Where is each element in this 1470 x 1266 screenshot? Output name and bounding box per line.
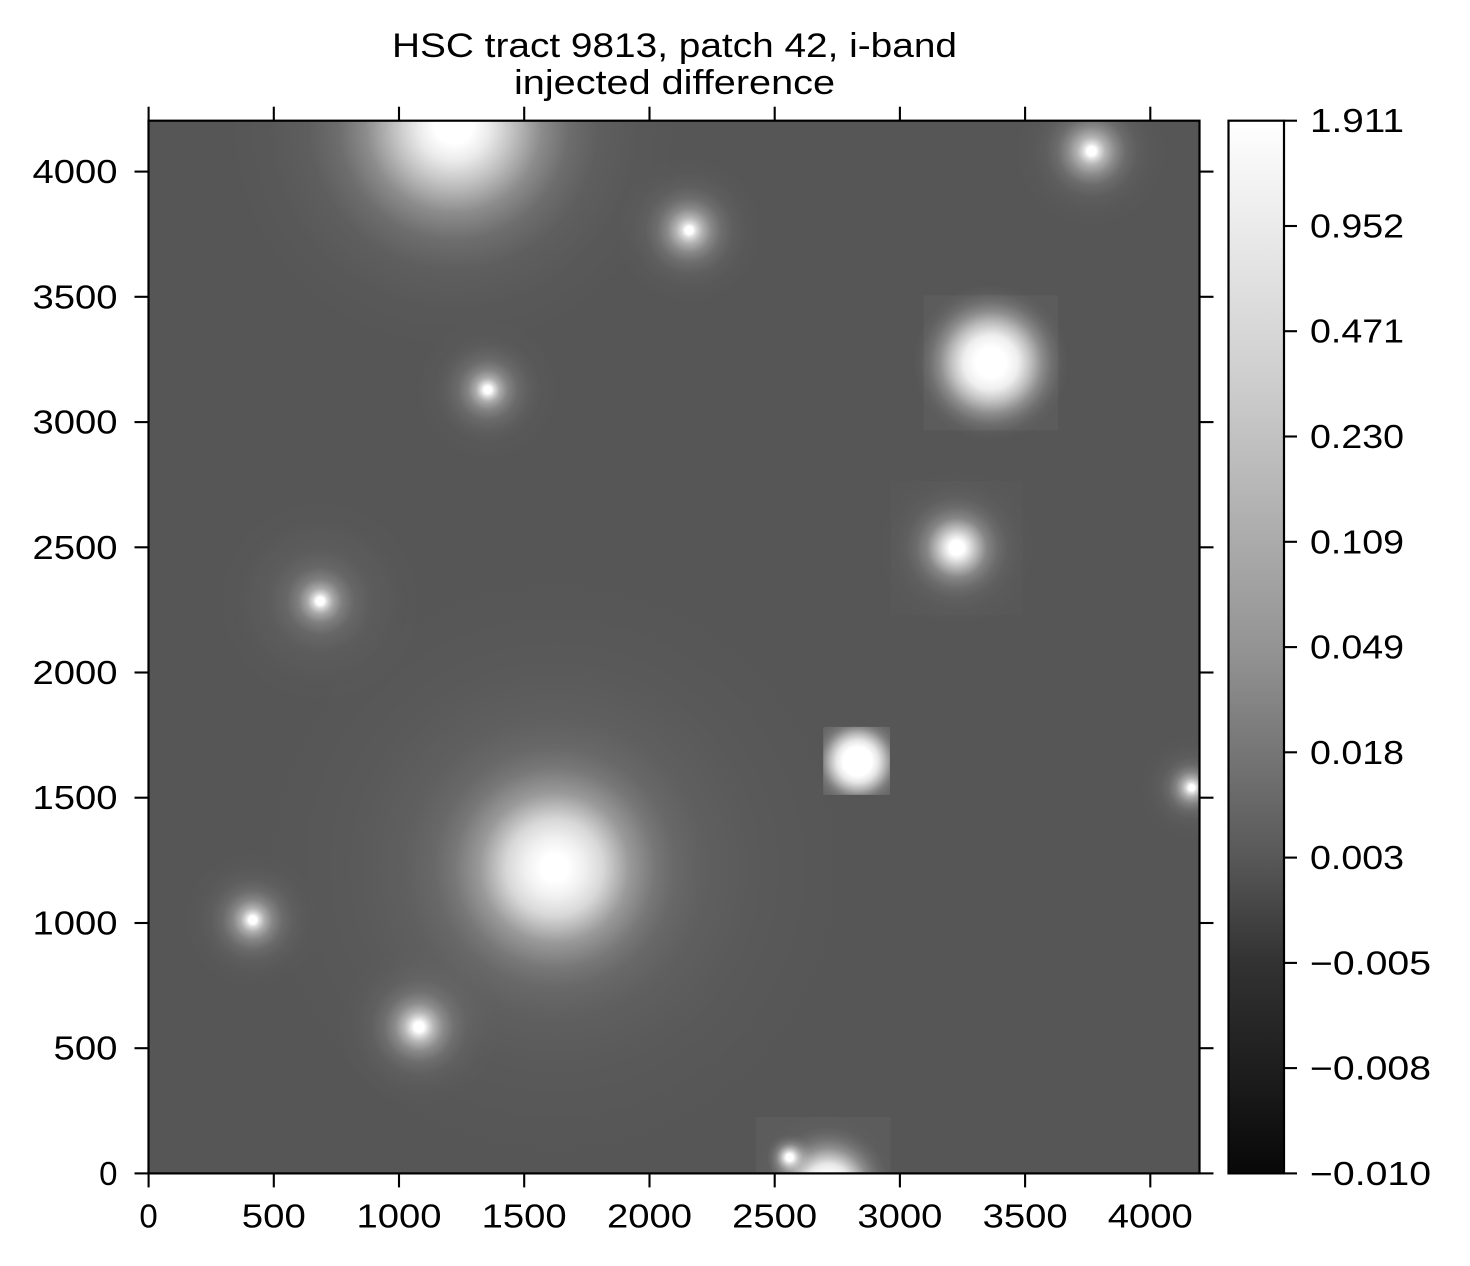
svg-text:1000: 1000: [357, 1198, 442, 1235]
svg-text:0.952: 0.952: [1310, 208, 1404, 245]
svg-text:3000: 3000: [33, 404, 118, 441]
svg-text:2500: 2500: [732, 1198, 817, 1235]
svg-text:4000: 4000: [33, 153, 118, 190]
svg-text:injected difference: injected difference: [514, 64, 835, 102]
svg-text:1000: 1000: [33, 905, 118, 942]
svg-text:0.018: 0.018: [1310, 734, 1404, 771]
svg-text:−0.008: −0.008: [1310, 1050, 1431, 1087]
svg-text:HSC tract 9813, patch 42, i-ba: HSC tract 9813, patch 42, i-band: [392, 27, 957, 65]
svg-text:0.109: 0.109: [1310, 523, 1404, 560]
svg-text:3500: 3500: [983, 1198, 1068, 1235]
svg-text:2000: 2000: [33, 654, 118, 691]
svg-text:1500: 1500: [482, 1198, 567, 1235]
svg-text:0.471: 0.471: [1310, 313, 1404, 350]
svg-text:2500: 2500: [33, 529, 118, 566]
svg-text:500: 500: [54, 1030, 118, 1067]
svg-text:−0.005: −0.005: [1310, 944, 1431, 981]
svg-text:500: 500: [242, 1198, 306, 1235]
svg-text:−0.010: −0.010: [1310, 1155, 1431, 1192]
svg-text:0: 0: [139, 1198, 157, 1235]
svg-text:0.230: 0.230: [1310, 418, 1404, 455]
svg-text:2000: 2000: [607, 1198, 692, 1235]
svg-text:1500: 1500: [33, 779, 118, 816]
svg-text:3000: 3000: [857, 1198, 942, 1235]
svg-text:3500: 3500: [33, 278, 118, 315]
svg-text:1.911: 1.911: [1310, 102, 1404, 139]
svg-text:0.049: 0.049: [1310, 629, 1404, 666]
svg-text:0: 0: [99, 1155, 117, 1192]
svg-text:4000: 4000: [1108, 1198, 1193, 1235]
svg-text:0.003: 0.003: [1310, 839, 1404, 876]
